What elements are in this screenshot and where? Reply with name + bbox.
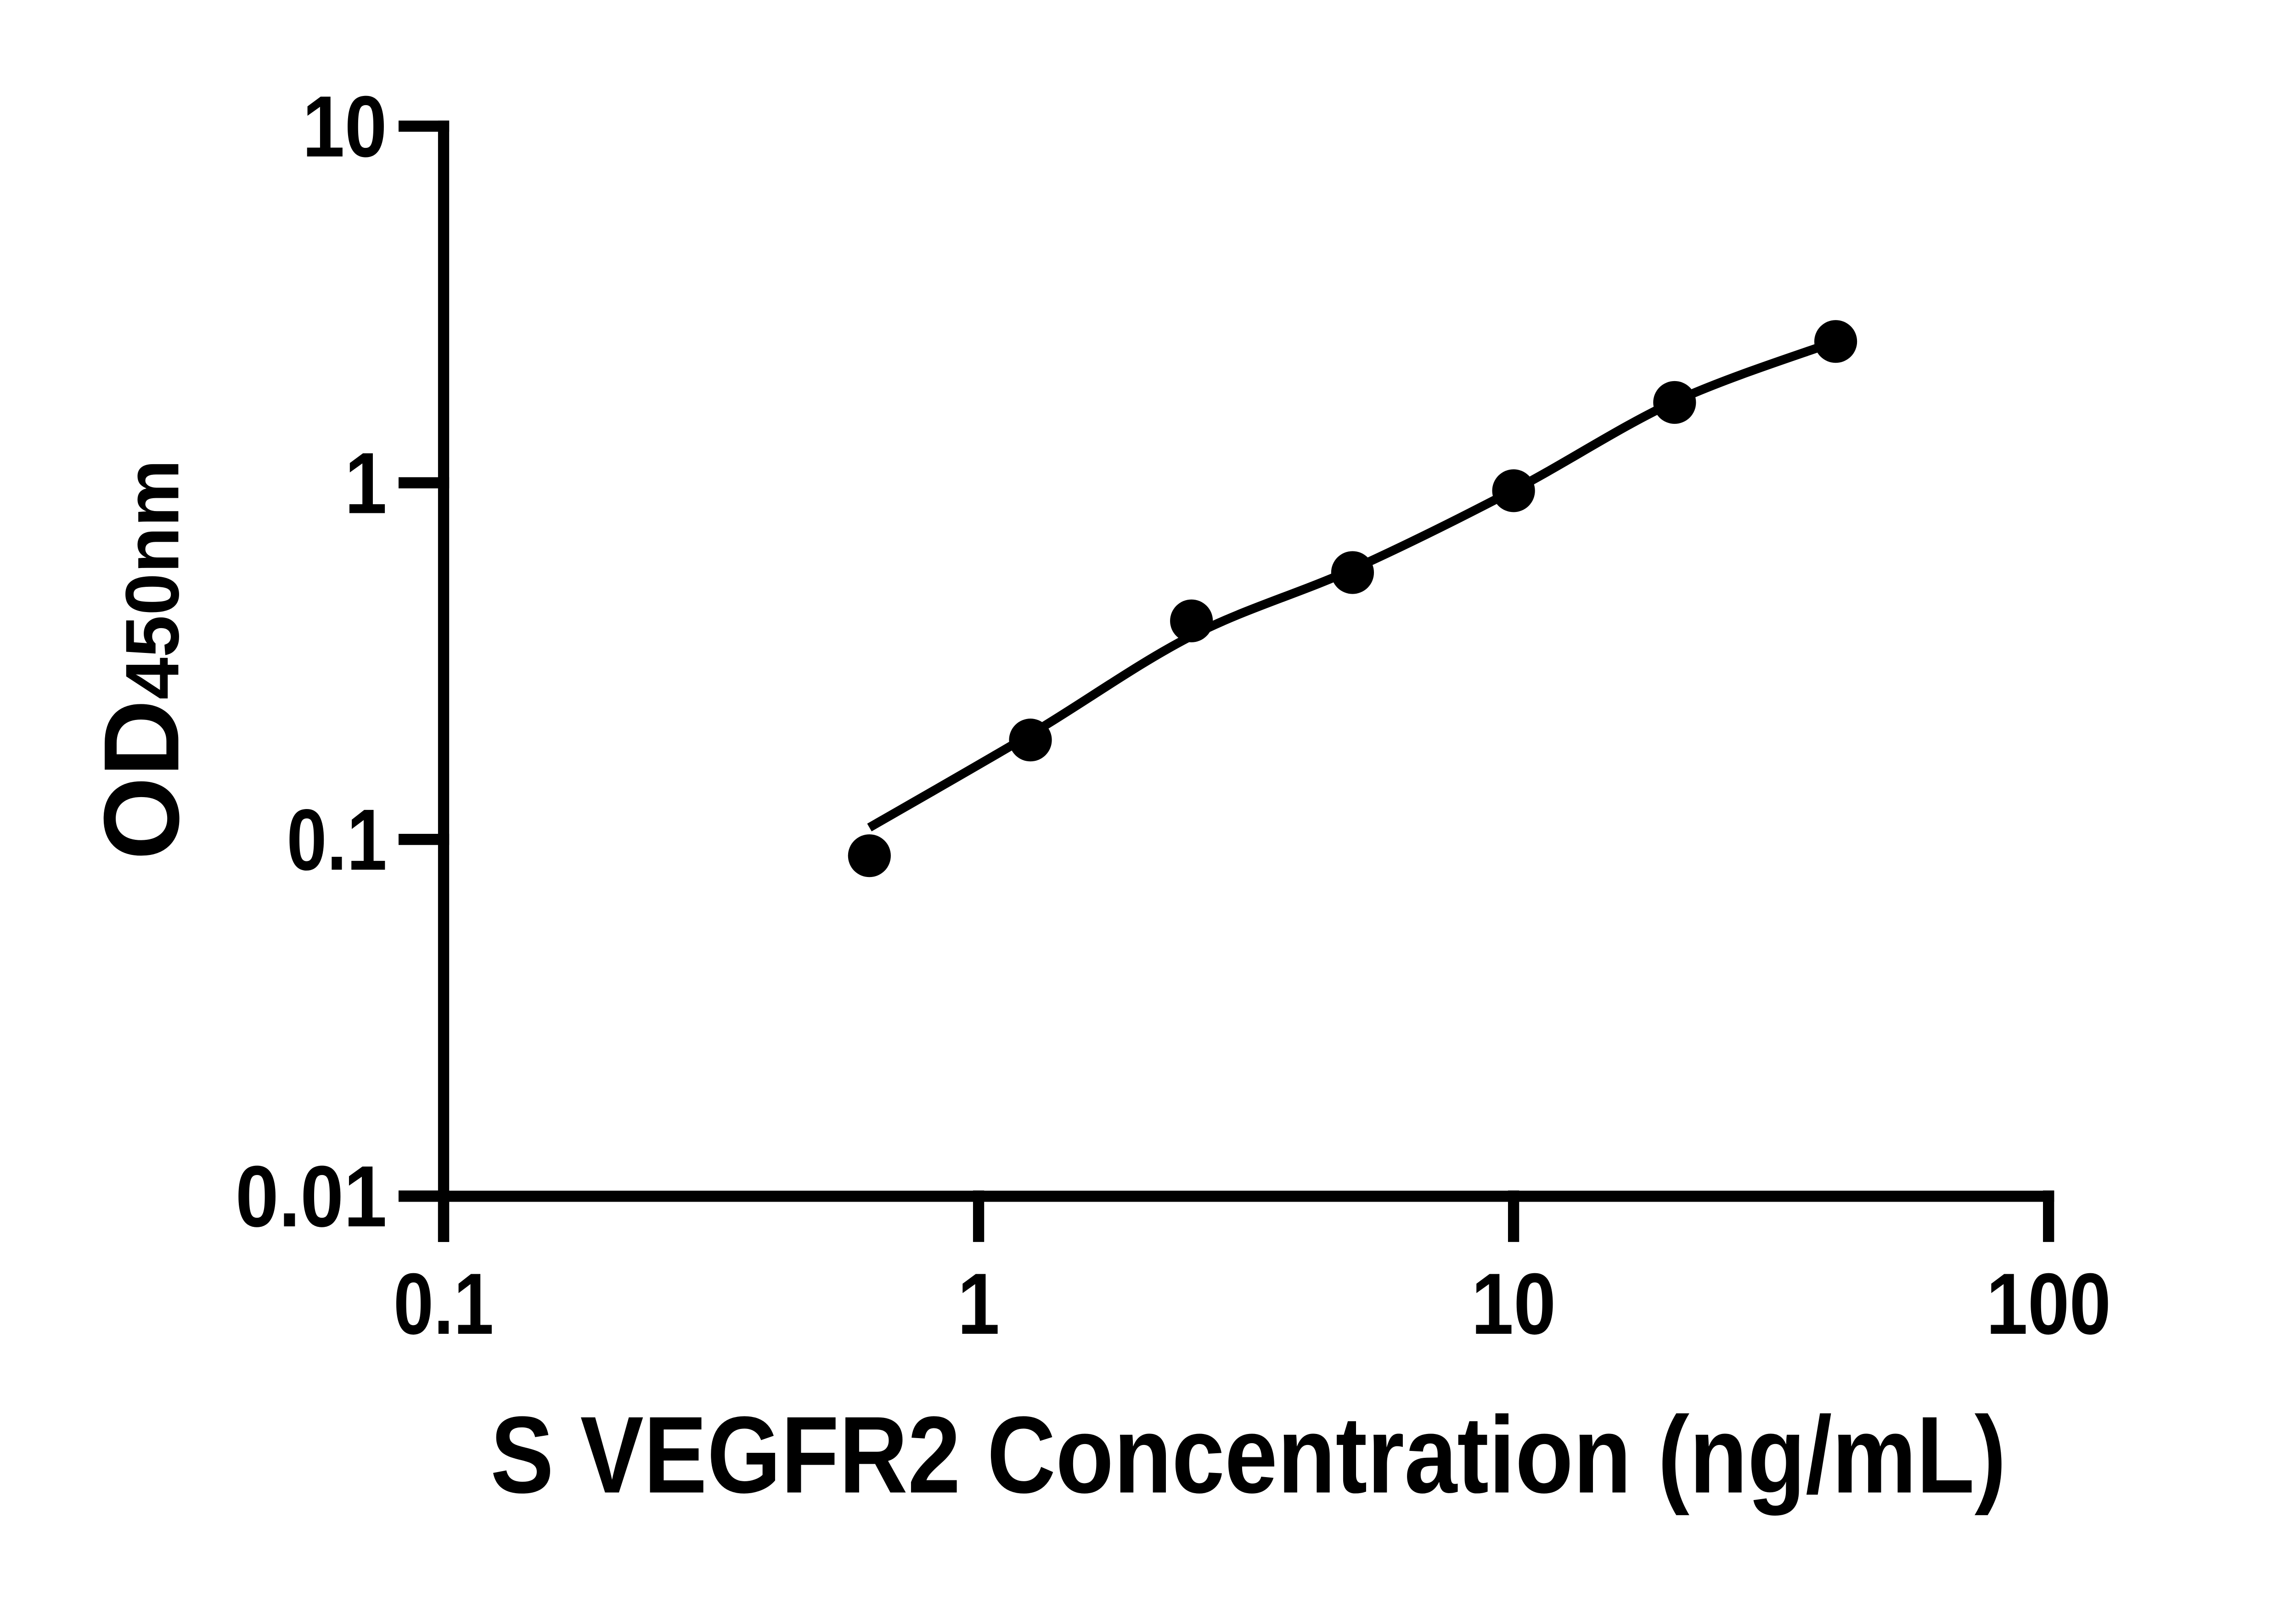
x-tick-label: 0.1 [394, 1256, 494, 1353]
data-point-marker [1814, 320, 1857, 363]
x-tick-label: 100 [1986, 1256, 2111, 1353]
x-tick-label: 1 [957, 1256, 1000, 1353]
figure-canvas: 10 1 0.1 0.01 0.1 1 10 100 S VEGFR2 Concentrat… [82, 78, 2111, 1516]
y-tick-label: 0.1 [287, 792, 387, 888]
x-axis-tick-labels: 0.1 1 10 100 [394, 1256, 2111, 1353]
data-point-series [848, 320, 1857, 877]
y-tick-label: 0.01 [236, 1148, 387, 1245]
y-axis-title: OD450nm [82, 460, 201, 860]
y-axis-tick-labels: 10 1 0.1 0.01 [236, 79, 387, 1245]
x-axis-line [398, 1191, 2054, 1202]
data-point-marker [1653, 381, 1696, 424]
x-axis-title: S VEGFR2 Concentration (ng/mL) [490, 1394, 2006, 1516]
y-tick-label: 10 [302, 79, 387, 175]
y-axis-line [438, 120, 450, 1242]
y-axis-title-subscript: 450nm [110, 460, 194, 700]
data-point-marker [1009, 719, 1052, 762]
y-tick-label: 1 [344, 435, 387, 532]
y-axis-title-main: OD [82, 700, 201, 860]
data-point-marker [1170, 599, 1213, 642]
data-point-marker [1492, 469, 1535, 512]
data-point-marker [848, 834, 891, 877]
x-tick-label: 10 [1471, 1256, 1556, 1353]
data-point-marker [1331, 551, 1374, 594]
